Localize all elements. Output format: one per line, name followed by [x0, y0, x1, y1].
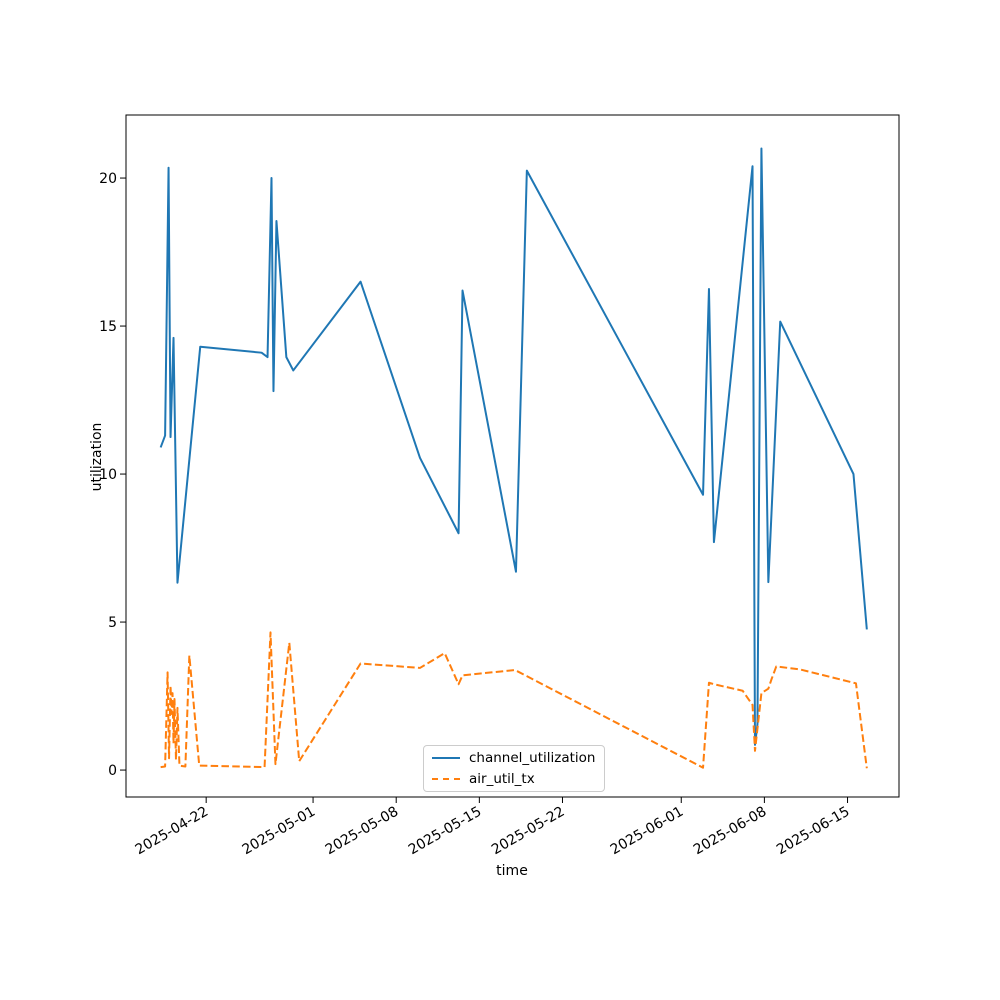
legend-solid-line-sample — [432, 757, 460, 760]
x-tick-label: 2025-04-22 — [133, 804, 211, 859]
y-tick-label: 0 — [108, 763, 117, 779]
legend-entry-channel-utilization: channel_utilization — [432, 748, 598, 768]
y-tick-label: 15 — [99, 319, 117, 335]
legend-entry-air-util-tx: air_util_tx — [432, 769, 598, 789]
x-tick-label: 2025-05-01 — [240, 804, 318, 859]
axes-frame — [125, 114, 900, 798]
x-tick-label: 2025-06-08 — [691, 804, 769, 859]
x-axis-label: time — [496, 863, 528, 879]
legend-label-channel-utilization: channel_utilization — [469, 750, 596, 767]
y-tick-label: 20 — [99, 171, 117, 187]
y-tick-label: 5 — [108, 615, 117, 631]
x-tick-label: 2025-05-15 — [406, 804, 484, 859]
legend: channel_utilization air_util_tx — [423, 745, 605, 792]
legend-label-air-util-tx: air_util_tx — [469, 770, 535, 787]
x-tick-label: 2025-06-01 — [608, 804, 686, 859]
x-tick-label: 2025-05-22 — [489, 804, 567, 859]
x-tick-label: 2025-06-15 — [774, 804, 852, 859]
y-tick-label: 10 — [99, 467, 117, 483]
x-tick-label: 2025-05-08 — [323, 804, 401, 859]
legend-dashed-line-sample — [432, 777, 460, 780]
y-axis-label: utilization — [89, 422, 105, 492]
series-line-channel_utilization — [159, 147, 868, 746]
